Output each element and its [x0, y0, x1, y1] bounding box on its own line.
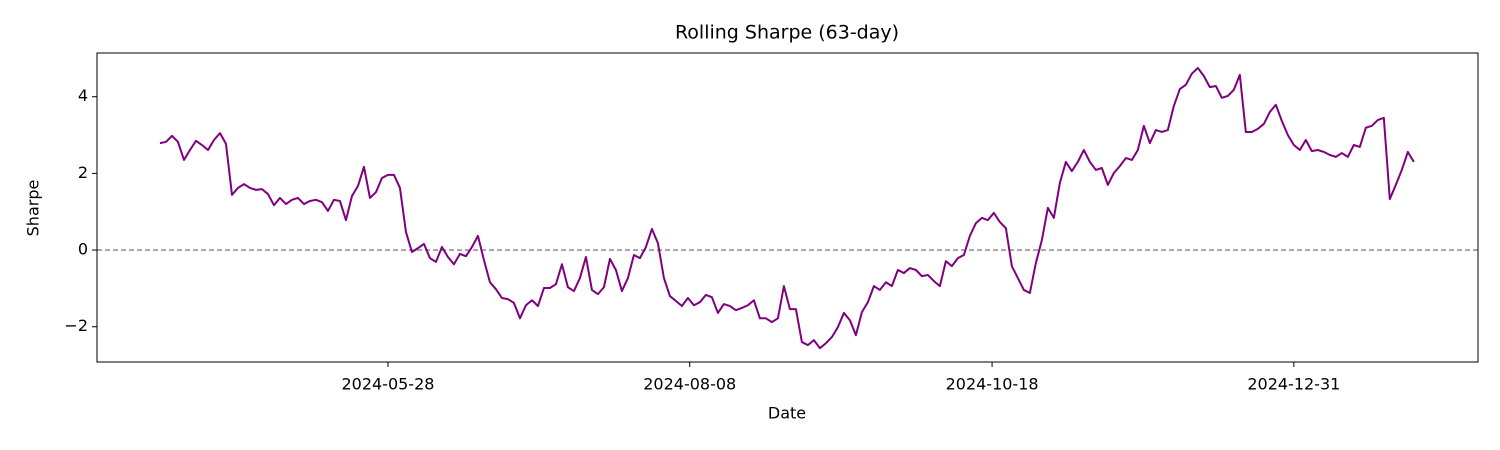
- x-axis-label: Date: [768, 404, 806, 423]
- x-tick-label: 2024-08-08: [643, 375, 736, 394]
- x-tick-label: 2024-10-18: [946, 375, 1039, 394]
- plot-frame: [96, 52, 1479, 363]
- y-tick-label: 4: [78, 86, 88, 105]
- y-tick-label: −2: [64, 316, 88, 335]
- data-line: [159, 66, 1415, 350]
- chart-title: Rolling Sharpe (63-day): [675, 22, 899, 44]
- x-tick-label: 2024-05-28: [341, 375, 434, 394]
- y-tick-label: 2: [78, 163, 88, 182]
- y-tick-label: 0: [78, 240, 88, 259]
- y-axis-label: Sharpe: [24, 180, 43, 237]
- x-tick-label: 2024-12-31: [1247, 375, 1340, 394]
